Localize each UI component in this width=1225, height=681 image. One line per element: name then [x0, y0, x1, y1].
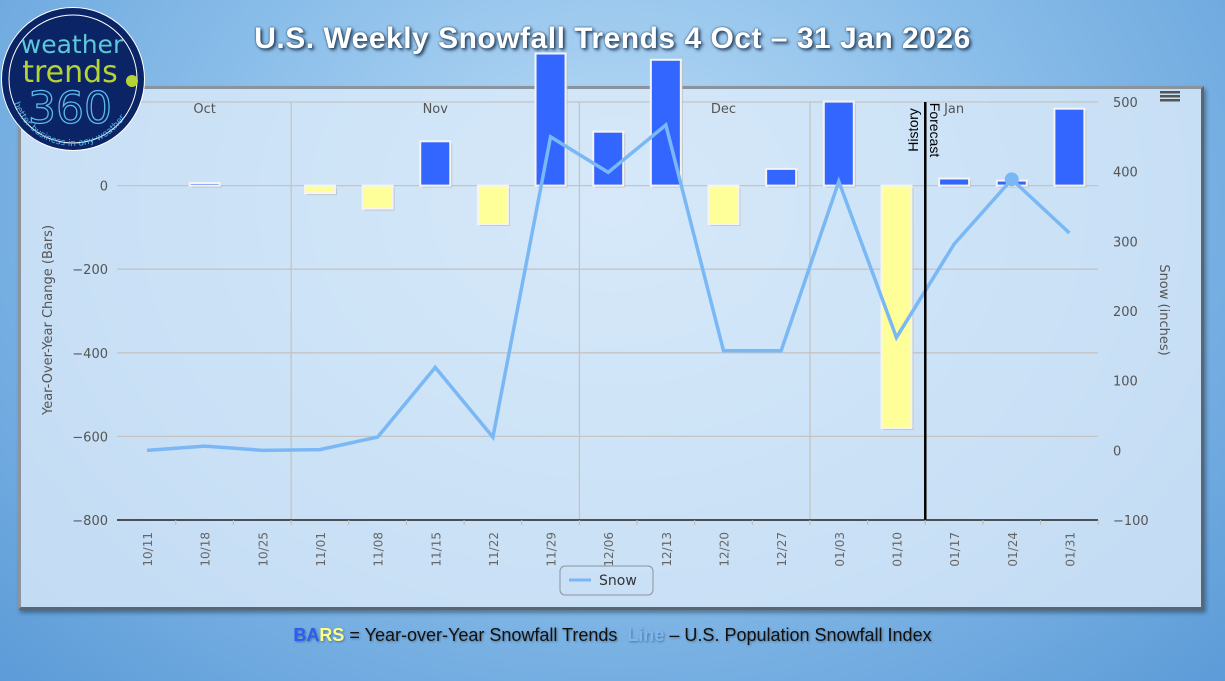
- history-label: History: [905, 108, 921, 152]
- x-tick-label: 01/03: [833, 532, 847, 567]
- y-axis-left-label: Year-Over-Year Change (Bars): [41, 225, 56, 416]
- legend[interactable]: Snow: [559, 565, 654, 596]
- bar: [476, 184, 509, 226]
- y-tick-right: −100: [1113, 514, 1149, 529]
- month-label: Dec: [711, 102, 736, 117]
- bar: [361, 184, 394, 210]
- bar: [1053, 107, 1086, 187]
- x-tick-label: 11/29: [545, 532, 559, 567]
- caption: BARS = Year-over-Year Snowfall Trends Li…: [0, 625, 1225, 646]
- x-tick-label: 01/17: [948, 532, 962, 567]
- y-tick-left: −600: [72, 430, 108, 445]
- bar: [938, 177, 971, 187]
- forecast-label: Forecast: [927, 103, 943, 158]
- y-tick-right: 100: [1113, 375, 1138, 390]
- caption-line-text: – U.S. Population Snowfall Index: [664, 625, 932, 645]
- x-tick-label: 10/18: [199, 532, 213, 567]
- bar: [592, 130, 625, 187]
- logo: weather trends 360 better business in an…: [1, 7, 145, 151]
- bar: [303, 184, 336, 195]
- x-tick-label: 11/15: [429, 532, 443, 567]
- x-tick-label: 01/24: [1006, 532, 1020, 567]
- caption-line-word: Line: [627, 625, 665, 645]
- x-tick-label: 12/06: [602, 532, 616, 567]
- legend-label: Snow: [599, 573, 637, 589]
- bar: [822, 100, 855, 187]
- bar: [765, 167, 798, 187]
- x-tick-label: 10/11: [141, 532, 155, 567]
- logo-text-360: 360: [28, 83, 112, 134]
- caption-bars-text: = Year-over-Year Snowfall Trends: [344, 625, 628, 645]
- x-tick-label: 10/25: [256, 532, 270, 567]
- x-tick-label: 12/13: [660, 532, 674, 567]
- month-label: Jan: [943, 102, 964, 117]
- snow-line: [146, 121, 1071, 453]
- caption-bars-a: BA: [293, 625, 320, 645]
- y-tick-right: 200: [1113, 305, 1138, 320]
- x-tick-label: 11/08: [372, 532, 386, 567]
- y-tick-left: 0: [100, 180, 108, 195]
- y-tick-right: 400: [1113, 166, 1138, 181]
- logo-text-trends: trends: [22, 55, 118, 90]
- y-tick-left: −200: [72, 263, 108, 278]
- y-tick-right: 300: [1113, 235, 1138, 250]
- y-tick-right: 500: [1113, 96, 1138, 111]
- month-label: Oct: [193, 102, 215, 117]
- x-tick-label: 11/01: [314, 532, 328, 567]
- x-tick-label: 01/10: [890, 532, 904, 567]
- line-point: [1004, 172, 1019, 187]
- x-tick-label: 11/22: [487, 532, 501, 567]
- bar: [188, 182, 221, 187]
- y-axis-right-label: Snow (inches): [1156, 264, 1171, 355]
- bar: [707, 184, 740, 226]
- bar: [419, 140, 452, 187]
- x-tick-label: 01/31: [1063, 532, 1077, 567]
- y-tick-left: −800: [72, 514, 108, 529]
- bar: [534, 52, 567, 187]
- menu-icon[interactable]: [1160, 91, 1180, 102]
- caption-bars-b: RS: [319, 625, 345, 645]
- month-label: Nov: [423, 102, 449, 117]
- y-tick-right: 0: [1113, 444, 1121, 459]
- logo-text-weather: weather: [21, 30, 124, 59]
- x-tick-label: 12/20: [718, 532, 732, 567]
- x-tick-label: 12/27: [775, 532, 789, 567]
- y-tick-left: −400: [72, 347, 108, 362]
- page-title: U.S. Weekly Snowfall Trends 4 Oct – 31 J…: [254, 22, 971, 55]
